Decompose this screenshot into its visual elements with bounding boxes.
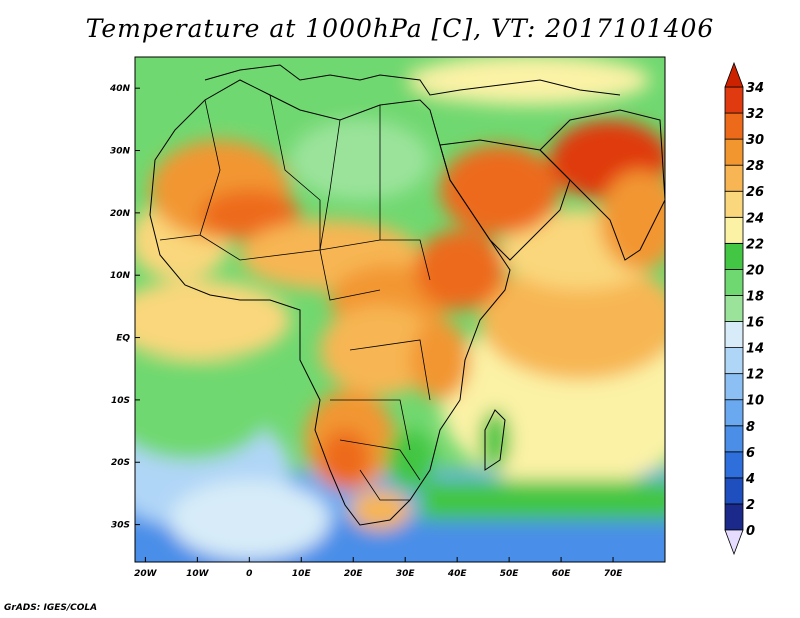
colorbar-segment (724, 269, 744, 296)
colorbar-label: 0 (746, 524, 755, 539)
colorbar-label: 6 (746, 446, 755, 461)
colorbar-segment (724, 295, 744, 322)
colorbar-segment (724, 164, 744, 192)
colorbar-under-arrow (724, 529, 744, 556)
colorbar-label: 16 (746, 316, 764, 331)
y-tick-label: 10N (110, 271, 131, 281)
x-tick-label: 20W (134, 569, 158, 579)
x-tick-label: 10E (292, 569, 312, 579)
longitude-axis: 20W 10W 0 10E 20E 30E 40E 50E 60E 70E (134, 557, 623, 579)
colorbar-segment (724, 242, 744, 270)
y-tick-label: 30N (110, 147, 131, 157)
map-title: Temperature at 1000hPa [C], VT: 20171014… (85, 14, 715, 43)
y-tick-label: 20N (110, 209, 131, 219)
colorbar-segment (724, 190, 744, 218)
y-tick-label: EQ (116, 334, 130, 344)
colorbar-segment (724, 425, 744, 453)
y-tick-label: 30S (111, 521, 130, 531)
x-tick-label: 0 (246, 569, 252, 579)
colorbar-segment (724, 503, 744, 531)
country-borders (159, 94, 431, 501)
colorbar-segment (724, 347, 744, 375)
y-tick-label: 40N (109, 84, 131, 94)
temperature-field (135, 57, 665, 562)
colorbar-label: 14 (746, 342, 764, 357)
colorbar-segment (724, 373, 744, 401)
y-tick-label: 20S (111, 458, 130, 468)
colorbar-label: 22 (746, 237, 764, 252)
x-tick-label: 70E (604, 569, 624, 579)
colorbar-label: 18 (746, 289, 764, 304)
colorbar-segment (724, 112, 744, 140)
colorbar-segment (724, 86, 744, 114)
x-tick-label: 10W (186, 569, 210, 579)
colorbar-segment (724, 451, 744, 479)
colorbar-label: 24 (746, 211, 764, 226)
colorbar-label: 20 (746, 263, 764, 278)
colorbar-label: 12 (746, 368, 764, 383)
colorbar-label: 8 (746, 420, 755, 435)
x-tick-label: 20E (344, 569, 364, 579)
x-tick-label: 40E (447, 569, 468, 579)
latitude-axis: 40N 30N 20N 10N EQ 10S 20S 30S (109, 84, 140, 531)
colorbar-segment (724, 138, 744, 166)
colorbar-label: 34 (746, 81, 764, 96)
x-tick-label: 30E (396, 569, 416, 579)
grads-credit: GrADS: IGES/COLA (4, 603, 98, 613)
colorbar-label: 2 (746, 498, 755, 513)
colorbar-label: 26 (746, 185, 764, 200)
colorbar-label: 30 (746, 133, 764, 148)
colorbar-label: 32 (746, 107, 764, 122)
map-frame (134, 56, 666, 563)
colorbar-segment (724, 216, 744, 244)
colorbar-segment (724, 399, 744, 427)
colorbar-segment (724, 477, 744, 505)
colorbar-segment (724, 321, 744, 348)
x-tick-label: 50E (500, 569, 520, 579)
y-tick-label: 10S (111, 396, 130, 406)
colorbar-over-arrow (724, 61, 744, 88)
colorbar-label: 28 (746, 159, 764, 174)
colorbar-label: 4 (745, 472, 755, 487)
colorbar-label: 10 (746, 394, 764, 409)
x-tick-label: 60E (552, 569, 572, 579)
